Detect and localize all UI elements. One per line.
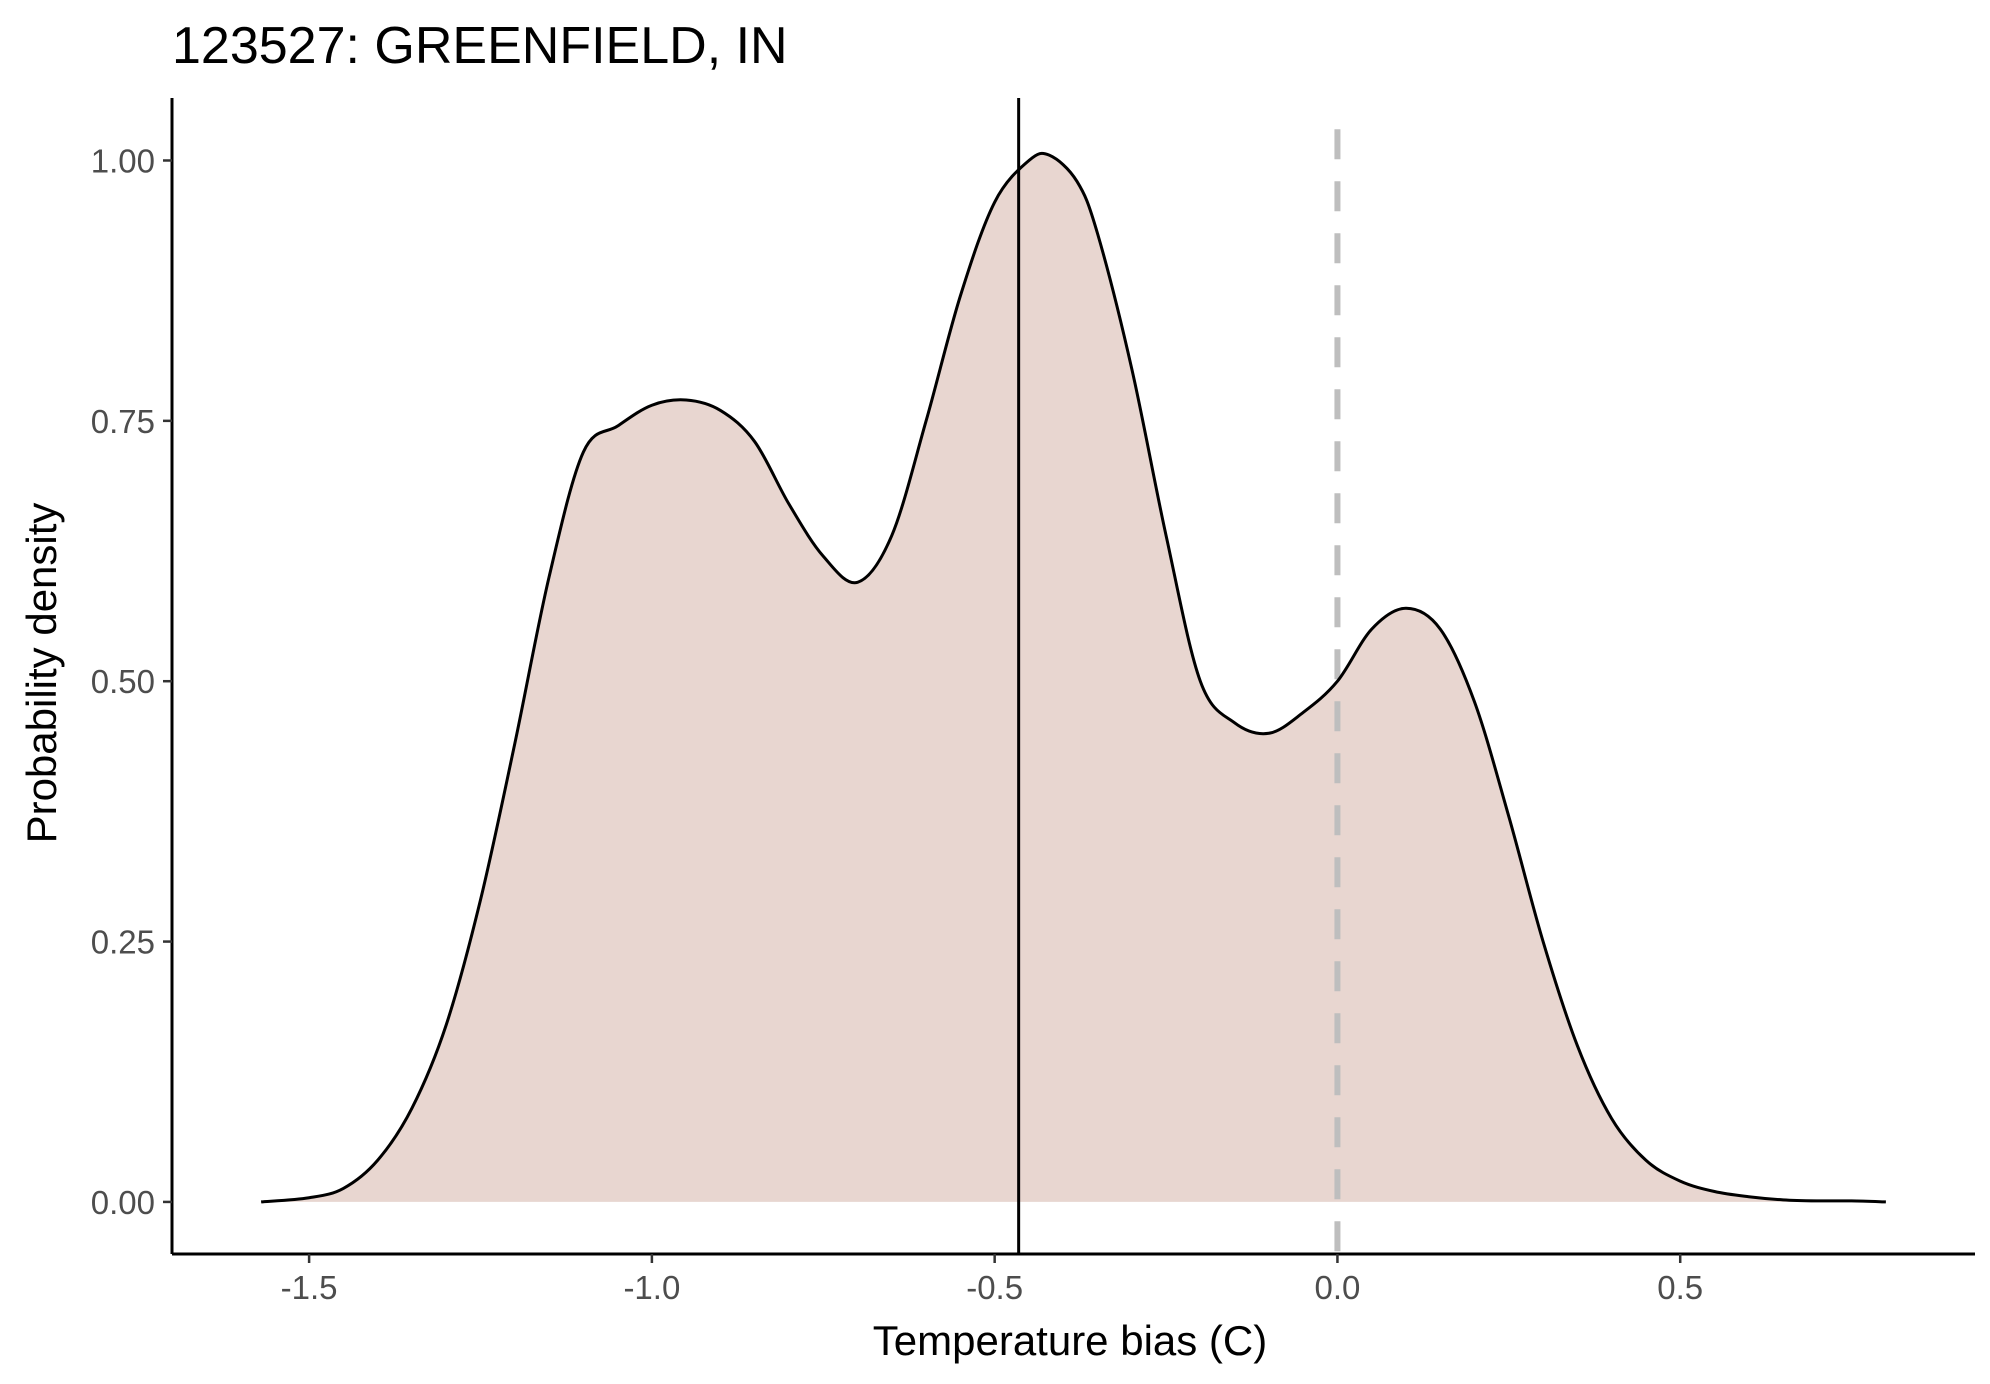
chart-title: 123527: GREENFIELD, IN: [172, 17, 788, 75]
x-tick-label: -0.5: [966, 1269, 1023, 1306]
x-axis-ticks: -1.5 -1.0 -0.5 0.0 0.5: [281, 1254, 1703, 1306]
x-tick-label: 0.5: [1657, 1269, 1703, 1306]
y-tick-label: 1.00: [91, 142, 155, 179]
y-tick-label: 0.75: [91, 403, 155, 440]
plot-area: [260, 98, 1886, 1254]
y-tick-label: 0.25: [91, 924, 155, 961]
y-tick-label: 0.50: [91, 663, 155, 700]
axes: -1.5 -1.0 -0.5 0.0 0.5 0.00 0.25 0.50 0.75 1.00: [91, 98, 1975, 1306]
x-tick-label: -1.5: [281, 1269, 338, 1306]
density-curve-line: [260, 151, 1886, 1204]
y-tick-label: 0.00: [91, 1184, 155, 1221]
x-tick-label: 0.0: [1314, 1269, 1360, 1306]
density-fill-area: [261, 153, 1886, 1202]
x-tick-label: -1.0: [623, 1269, 680, 1306]
x-axis-label: Temperature bias (C): [873, 1317, 1267, 1364]
y-axis-label: Probability density: [18, 503, 65, 844]
y-axis-ticks: 0.00 0.25 0.50 0.75 1.00: [91, 142, 172, 1221]
